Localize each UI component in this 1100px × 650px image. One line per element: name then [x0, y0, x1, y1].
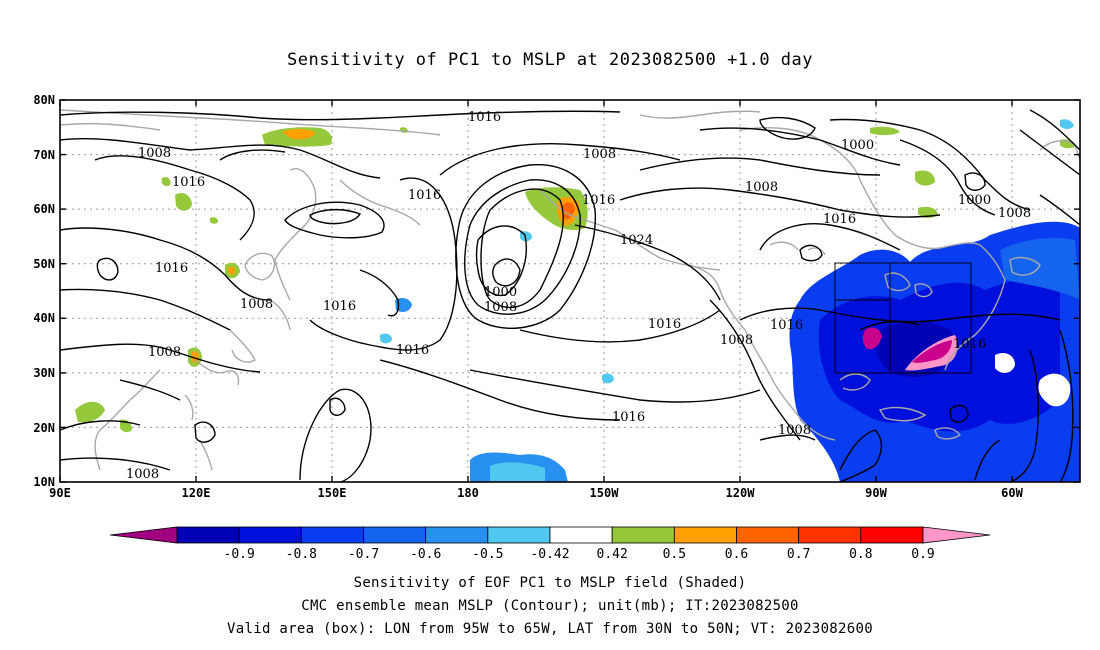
lon-label: 90E	[49, 486, 71, 500]
lon-label: 150E	[318, 486, 347, 500]
colorbar-box	[363, 526, 427, 544]
contour-label: 1008	[720, 333, 753, 348]
contour-label: 1016	[172, 175, 205, 190]
lat-label: 60N	[33, 202, 55, 216]
colorbar-box	[425, 526, 489, 544]
colorbar-box	[736, 526, 800, 544]
colorbar-tick-label: 0.6	[725, 547, 748, 562]
contour-label: 1008	[583, 147, 616, 162]
caption-shading: Sensitivity of EOF PC1 to MSLP field (Sh…	[353, 575, 747, 591]
contour-label: 1016	[323, 299, 356, 314]
colorbar-tick-label: 0.42	[597, 547, 628, 562]
colorbar-tick-label: 0.5	[663, 547, 686, 562]
colorbar-tick-label: -0.5	[472, 547, 503, 562]
colorbar-tick-label: 0.8	[849, 547, 872, 562]
colorbar-box	[860, 526, 924, 544]
lon-axis: 90E 120E 150E 180 150W 120W 90W 60W	[49, 100, 1024, 500]
colorbar-box	[611, 526, 675, 544]
colorbar-tick-label: -0.8	[286, 547, 317, 562]
contour-label: 1024	[620, 233, 653, 248]
colorbar-box	[487, 526, 551, 544]
lat-label: 70N	[33, 148, 55, 162]
mslp-contours	[60, 109, 1080, 482]
contour-label: 1008	[126, 467, 159, 482]
colorbar-box	[673, 526, 737, 544]
colorbar-box	[549, 526, 613, 544]
contour-label: 1008	[138, 146, 171, 161]
lat-label: 50N	[33, 257, 55, 271]
colorbar-tick-label: -0.6	[410, 547, 441, 562]
contour-label: 1008	[484, 300, 517, 315]
lon-label: 120W	[726, 486, 756, 500]
contour-label: 1016	[582, 193, 615, 208]
contour-label: 1000	[841, 138, 874, 153]
contour-label: 1000	[958, 193, 991, 208]
colorbar-box	[798, 526, 862, 544]
lon-label: 120E	[182, 486, 211, 500]
contour-label: 1016	[612, 410, 645, 425]
colorbar-box	[300, 526, 364, 544]
lon-label: 180	[457, 486, 479, 500]
colorbar-box	[176, 526, 240, 544]
contour-label: 1016	[468, 110, 501, 125]
colorbar-tick-label: -0.9	[224, 547, 255, 562]
lon-label: 150W	[590, 486, 620, 500]
caption-valid-area: Valid area (box): LON from 95W to 65W, L…	[227, 621, 873, 637]
contour-label: 1016	[823, 212, 856, 227]
positive-sensitivity-shading	[75, 126, 1076, 433]
lat-label: 40N	[33, 311, 55, 325]
lat-label: 20N	[33, 421, 55, 435]
colorbar-tick-label: -0.42	[530, 547, 569, 562]
negative-sensitivity-shading	[380, 119, 1080, 482]
contour-label: 1008	[148, 345, 181, 360]
colorbar: -0.9 -0.8 -0.7 -0.6 -0.5 -0.42 0.42 0.5 0.6 0.7 0.…	[109, 526, 991, 562]
colorbar-box	[238, 526, 302, 544]
valid-area-box	[834, 262, 972, 374]
map-frame	[59, 99, 1081, 483]
colorbar-tick-label: 0.9	[911, 547, 934, 562]
colorbar-min-triangle	[109, 526, 178, 544]
contour-label: 1016	[155, 261, 188, 276]
contour-label: 1000	[484, 285, 517, 300]
colorbar-tick-label: -0.7	[348, 547, 379, 562]
lat-label: 10N	[33, 475, 55, 489]
contour-label-group: 1016 1008 1016 1016 1008 1016 1008 1008 …	[126, 110, 1031, 482]
contour-label: 1008	[745, 180, 778, 195]
colorbar-tick-label: 0.7	[787, 547, 810, 562]
contour-label: 1016	[770, 318, 803, 333]
plot-title: Sensitivity of PC1 to MSLP at 2023082500…	[286, 50, 813, 70]
colorbar-max-triangle	[922, 526, 991, 544]
contour-label: 1016	[648, 317, 681, 332]
contour-label: 1008	[998, 206, 1031, 221]
contour-label: 1016	[396, 343, 429, 358]
lat-axis: 80N 70N 60N 50N 40N 30N 20N 10N	[33, 93, 1080, 489]
lon-label: 60W	[1001, 486, 1023, 500]
contour-label: 1008	[778, 423, 811, 438]
caption-contour: CMC ensemble mean MSLP (Contour); unit(m…	[301, 598, 799, 614]
lat-label: 80N	[33, 93, 55, 107]
contour-label: 1008	[240, 297, 273, 312]
lon-label: 90W	[865, 486, 887, 500]
contour-label: 1016	[408, 188, 441, 203]
contour-label: 1016	[953, 337, 986, 352]
lat-label: 30N	[33, 366, 55, 380]
